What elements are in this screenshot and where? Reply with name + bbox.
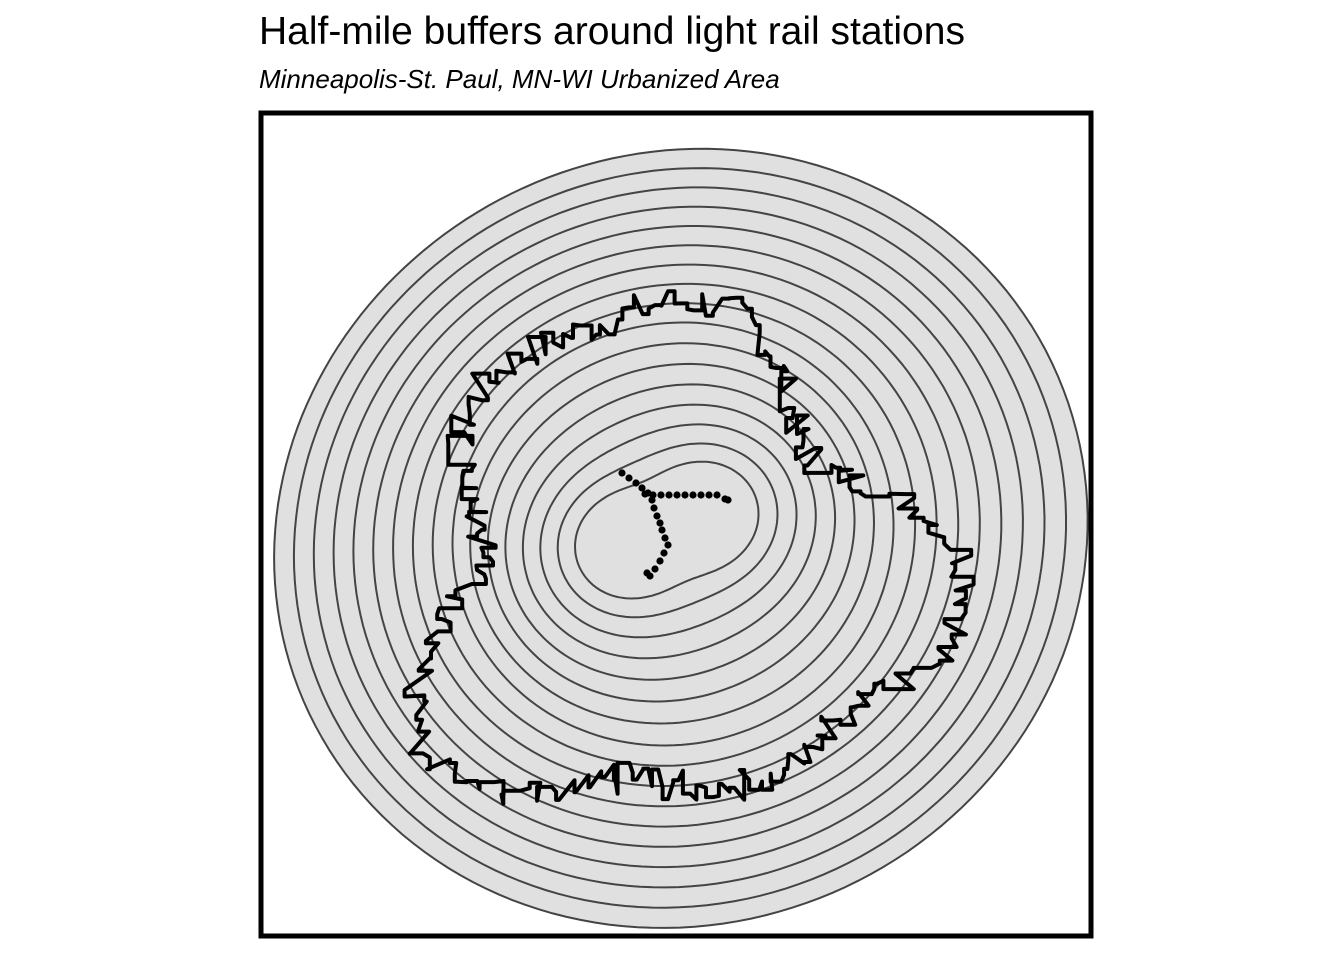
station-point xyxy=(656,519,664,527)
station-point xyxy=(689,491,697,499)
station-point xyxy=(664,541,672,549)
station-point xyxy=(697,491,705,499)
station-point xyxy=(724,496,732,504)
light-rail-stations xyxy=(618,469,732,580)
station-point xyxy=(649,491,657,499)
map-frame-border xyxy=(258,110,1094,939)
station-point xyxy=(705,491,713,499)
buffer-rings xyxy=(273,147,1089,929)
map-panel xyxy=(258,110,1094,939)
map-subtitle: Minneapolis-St. Paul, MN-WI Urbanized Ar… xyxy=(259,64,780,94)
boundary-outline xyxy=(402,289,976,806)
station-point xyxy=(643,569,651,577)
station-point xyxy=(632,479,640,487)
station-point xyxy=(658,526,666,534)
station-point xyxy=(638,484,646,492)
urbanized-area-boundary xyxy=(402,289,976,806)
station-point xyxy=(657,491,665,499)
station-point xyxy=(665,491,673,499)
station-point xyxy=(673,491,681,499)
station-point xyxy=(653,512,661,520)
station-point xyxy=(641,490,649,498)
station-point xyxy=(681,491,689,499)
station-point xyxy=(660,549,668,557)
station-point xyxy=(656,557,664,565)
station-point xyxy=(651,565,659,573)
station-point xyxy=(650,504,658,512)
station-point xyxy=(625,474,633,482)
map-canvas xyxy=(258,110,1094,939)
station-point xyxy=(713,491,721,499)
buffer-ring xyxy=(573,460,760,600)
station-point xyxy=(618,469,626,477)
map-title: Half-mile buffers around light rail stat… xyxy=(259,10,965,53)
station-point xyxy=(661,534,669,542)
